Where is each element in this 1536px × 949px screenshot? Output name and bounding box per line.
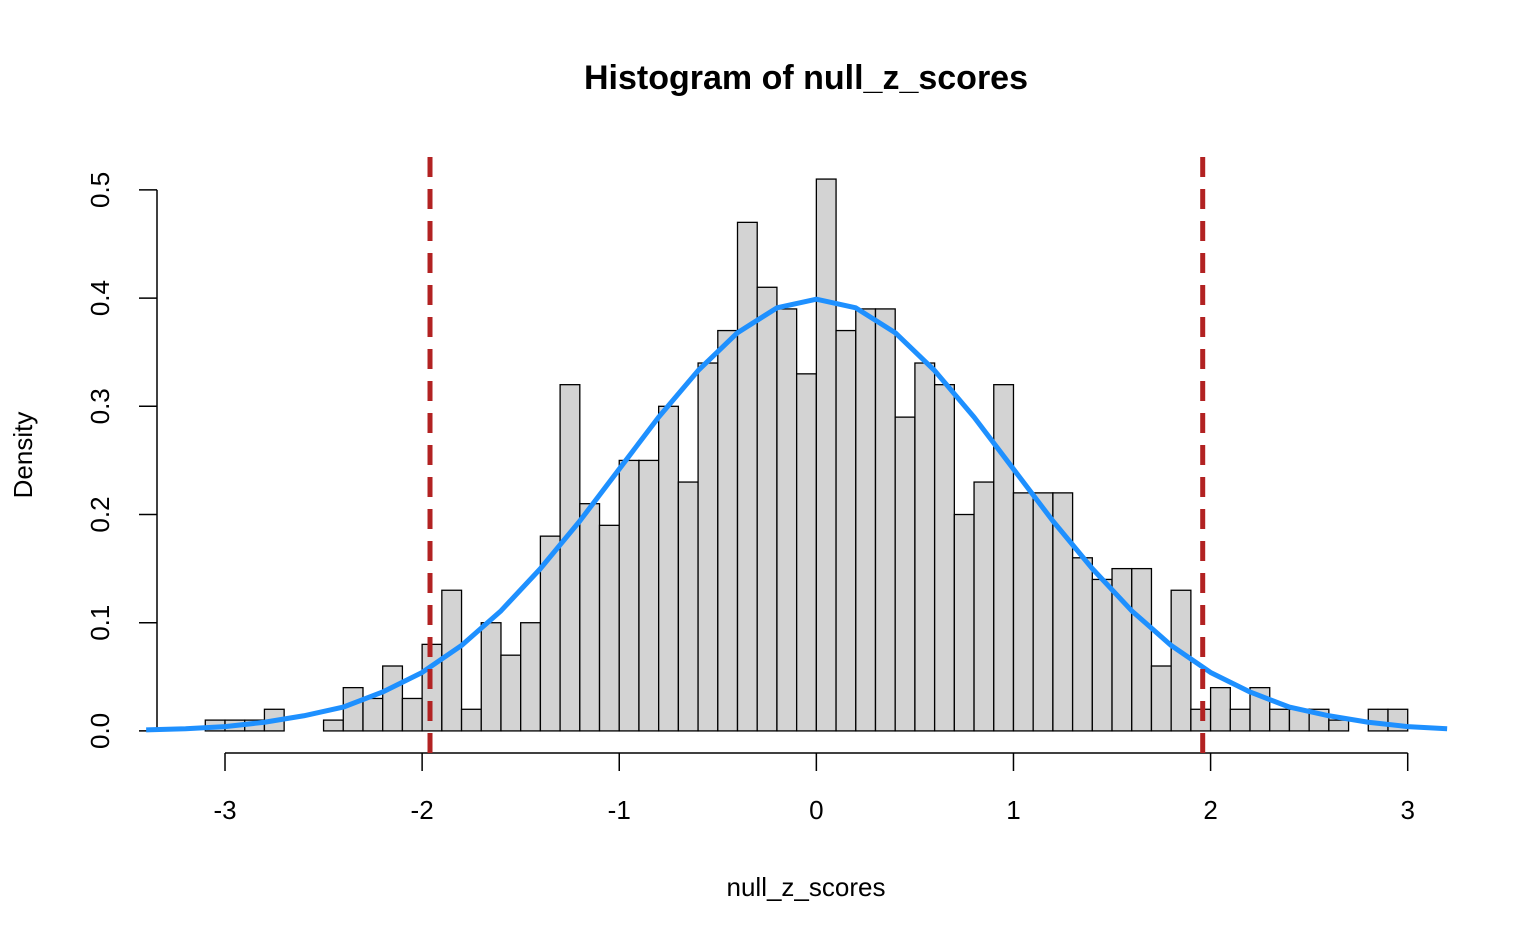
y-axis-label: Density [8, 412, 38, 499]
bar [855, 308, 877, 732]
bar [973, 481, 995, 732]
bar [1170, 589, 1192, 732]
bar [953, 513, 975, 732]
bar [520, 622, 542, 732]
bar [776, 308, 798, 732]
bar [756, 286, 778, 732]
bar [933, 384, 955, 732]
bar [1209, 686, 1231, 732]
bar [460, 708, 482, 732]
bar [322, 719, 344, 732]
bar [1328, 719, 1350, 732]
bar [815, 178, 837, 732]
bar [1229, 708, 1251, 732]
bar [993, 384, 1015, 732]
bar [382, 665, 404, 732]
bar [795, 373, 818, 732]
y-tick-label: 0.3 [85, 388, 115, 424]
bar [441, 589, 463, 732]
bar [342, 686, 364, 732]
chart-title: Histogram of null_z_scores [584, 59, 1028, 97]
bar [894, 416, 916, 732]
density-curve [146, 296, 1448, 733]
y-tick-label: 0.5 [85, 172, 115, 208]
x-tick-label: 0 [809, 795, 823, 825]
x-tick-label: -2 [411, 795, 434, 825]
y-tick-label: 0.2 [85, 496, 115, 532]
bar [362, 697, 384, 732]
bar [579, 503, 601, 732]
bar [1150, 665, 1172, 732]
bar [677, 481, 699, 732]
y-tick-label: 0.1 [85, 605, 115, 641]
bar [1032, 492, 1054, 732]
x-axis-label: null_z_scores [727, 872, 886, 902]
x-tick-label: 2 [1203, 795, 1217, 825]
x-tick-label: -1 [608, 795, 631, 825]
bar [914, 362, 936, 732]
x-tick-label: 3 [1400, 795, 1414, 825]
x-tick-label: -3 [213, 795, 236, 825]
bar [1012, 492, 1034, 732]
bar [736, 221, 758, 732]
bar [559, 384, 581, 732]
x-tick-label: 1 [1006, 795, 1020, 825]
bar [1071, 557, 1093, 732]
bar [835, 329, 857, 732]
bar [658, 405, 680, 732]
bar [1091, 578, 1113, 732]
bar [480, 622, 502, 732]
y-tick-label: 0.0 [85, 713, 115, 749]
y-tick-label: 0.4 [85, 280, 115, 316]
bar [1052, 492, 1074, 732]
bar [717, 329, 739, 732]
bar [618, 459, 640, 732]
bar [401, 697, 423, 732]
bar [638, 459, 660, 732]
bar [500, 654, 522, 732]
bar [1131, 567, 1153, 732]
bar [598, 524, 620, 732]
bar [697, 362, 719, 732]
bar [874, 308, 896, 732]
bar [1269, 708, 1291, 732]
